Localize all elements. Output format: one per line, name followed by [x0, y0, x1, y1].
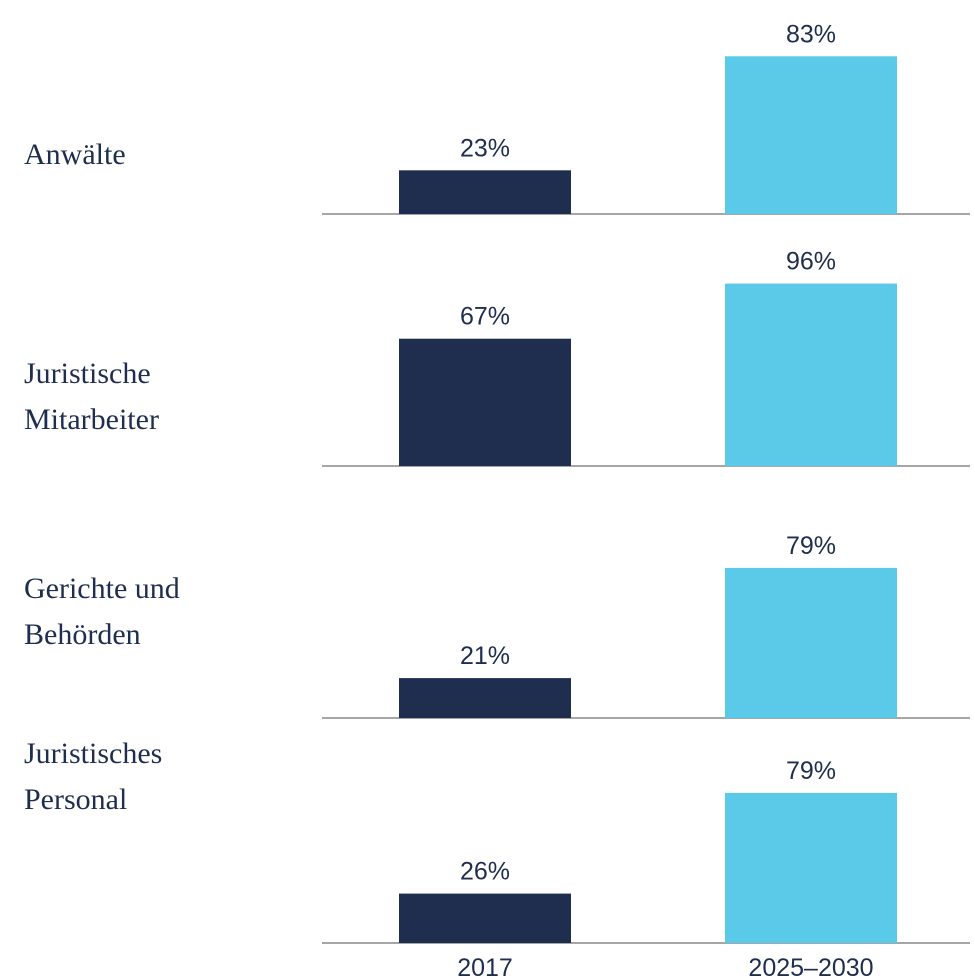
- value-label: 83%: [786, 20, 836, 48]
- value-label: 67%: [460, 303, 510, 331]
- legend-label: 2025–2030: [748, 954, 873, 979]
- value-label: 96%: [786, 248, 836, 276]
- bar: [399, 338, 571, 466]
- legend-label: 2017: [457, 954, 513, 979]
- category-label: Juristische Mitarbeiter: [24, 357, 159, 436]
- value-label: 79%: [786, 757, 836, 785]
- bar: [725, 283, 897, 466]
- category-label: Anwälte: [24, 138, 126, 171]
- bar: [725, 792, 897, 943]
- bar: [399, 678, 571, 718]
- value-label: 79%: [786, 532, 836, 560]
- bar: [725, 567, 897, 718]
- value-label: 23%: [460, 134, 510, 162]
- bar: [399, 170, 571, 214]
- bar: [725, 56, 897, 214]
- bar: [399, 893, 571, 943]
- category-label: Juristisches Personal: [24, 737, 163, 816]
- category-label: Gerichte und Behörden: [24, 572, 180, 651]
- value-label: 21%: [460, 642, 510, 670]
- value-label: 26%: [460, 858, 510, 886]
